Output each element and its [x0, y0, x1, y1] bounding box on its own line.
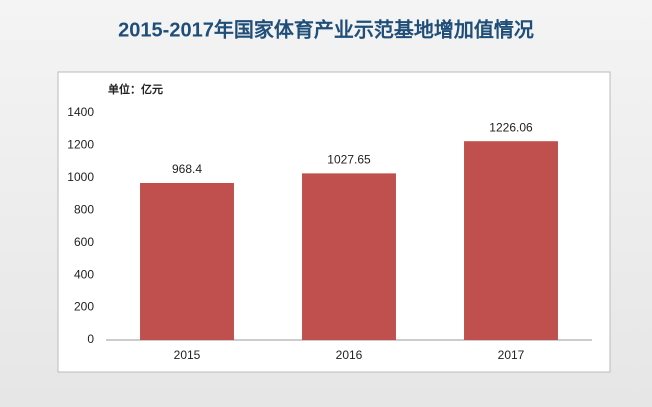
bar — [302, 173, 396, 340]
y-tick-label: 800 — [74, 202, 94, 216]
bar — [140, 182, 234, 340]
y-tick-label: 600 — [74, 235, 94, 249]
bar — [464, 141, 558, 340]
value-label: 1226.06 — [489, 120, 533, 134]
y-tick-label: 1200 — [67, 138, 94, 152]
y-tick-label: 1400 — [67, 105, 94, 119]
y-tick-label: 400 — [74, 267, 94, 281]
x-tick-label: 2016 — [336, 348, 363, 362]
y-tick-label: 200 — [74, 300, 94, 314]
value-label: 968.4 — [172, 162, 202, 176]
value-label: 1027.65 — [327, 153, 371, 167]
chart-title: 2015-2017年国家体育产业示范基地增加值情况 — [118, 17, 534, 41]
unit-label: 单位：亿元 — [108, 82, 163, 96]
x-tick-label: 2015 — [174, 348, 201, 362]
y-tick-label: 1000 — [67, 170, 94, 184]
y-tick-label: 0 — [87, 332, 94, 346]
x-tick-label: 2017 — [498, 348, 525, 362]
